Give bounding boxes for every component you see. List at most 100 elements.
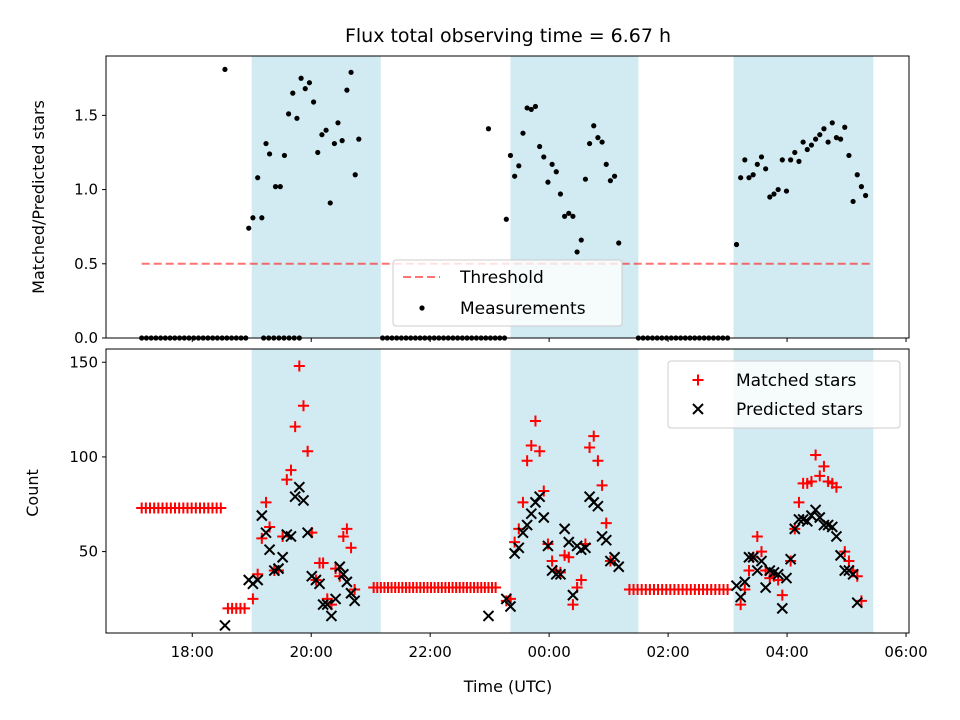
matched-star-point (542, 538, 554, 550)
matched-star-point (529, 415, 541, 427)
predicted-star-point (533, 490, 546, 503)
measurement-point (858, 184, 865, 190)
predicted-star-point (325, 610, 338, 622)
predicted-star-point (563, 536, 575, 548)
measurement-point (323, 127, 329, 133)
matched-star-point (538, 485, 550, 497)
measurement-point (545, 179, 551, 185)
matched-star-point (281, 474, 293, 486)
measurement-point (310, 99, 317, 105)
ratio-panel: 0.0 0.5 1.0 1.5 Threshold Measurements (74, 55, 910, 347)
measurement-point (557, 191, 564, 197)
measurement-point (792, 149, 798, 156)
measurement-point (566, 210, 572, 216)
predicted-star-point (317, 598, 329, 611)
predicted-star-point (839, 564, 851, 577)
predicted-star-point (301, 526, 314, 539)
predicted-star-point (743, 551, 755, 563)
predicted-star-point (851, 596, 863, 609)
matched-star-point (600, 517, 612, 529)
measurement-point (562, 213, 568, 219)
matched-star-point (810, 449, 822, 461)
matched-star-point (584, 441, 596, 453)
top-y-tick-label: 1.5 (74, 106, 98, 124)
measurement-point (277, 184, 283, 190)
matched-star-point (334, 570, 346, 582)
measurement-point (255, 175, 261, 181)
matched-star-point (785, 555, 797, 567)
predicted-star-point (809, 504, 822, 516)
predicted-star-point (772, 568, 784, 581)
matched-star-point (567, 599, 579, 611)
matched-star-point (260, 496, 272, 508)
matched-star-point (490, 582, 502, 594)
top-observing-window (733, 56, 874, 338)
legend-measurement-swatch (419, 305, 425, 311)
matched-star-point (776, 589, 788, 601)
predicted-star-point (251, 574, 264, 586)
matched-star-point (247, 593, 259, 605)
measurement-point (272, 184, 279, 190)
measurement-point (754, 161, 760, 167)
predicted-star-point (780, 572, 793, 584)
predicted-star-point (529, 496, 542, 509)
top-legend-box (392, 259, 623, 327)
matched-star-point (264, 521, 276, 533)
predicted-star-point (482, 610, 495, 622)
measurement-point (302, 86, 308, 92)
measurement-point (294, 115, 300, 121)
measurement-point (800, 139, 806, 145)
predicted-star-point (500, 593, 513, 605)
measurement-point (344, 87, 350, 93)
predicted-star-point (521, 519, 533, 531)
predicted-star-point (542, 540, 554, 552)
predicted-star-point (313, 578, 326, 590)
bottom-y-axis-label: Count (23, 469, 42, 517)
chart-title: Flux total observing time = 6.67 h (345, 25, 671, 47)
bottom-observing-window (510, 349, 639, 633)
measurement-point (821, 126, 827, 132)
predicted-star-point (847, 568, 859, 581)
measurement-point (796, 158, 802, 164)
measurement-point (804, 146, 810, 153)
predicted-star-point (592, 500, 604, 512)
predicted-star-point (276, 551, 289, 563)
predicted-star-point (504, 600, 517, 613)
measurement-point (319, 132, 325, 138)
matched-star-point (735, 599, 747, 611)
matched-star-point (521, 455, 533, 467)
measurement-point (327, 200, 333, 206)
x-axis-label: Time (UTC) (463, 677, 552, 696)
bottom-axes-frame (105, 348, 910, 634)
predicted-star-point (321, 598, 333, 611)
measurement-point (846, 152, 852, 159)
predicted-star-point (219, 619, 231, 632)
predicted-star-point (805, 509, 818, 522)
matched-star-point (755, 546, 767, 558)
bottom-y-tick-label: 150 (69, 353, 98, 371)
matched-star-point (751, 530, 763, 542)
matched-star-point (814, 470, 826, 482)
measurement-point (524, 105, 530, 111)
predicted-star-point (550, 568, 562, 581)
predicted-star-point (734, 591, 747, 603)
count-panel: 18:00 20:00 22:00 00:00 02:00 04:00 06:00 50 100… (69, 348, 928, 661)
x-tick-label: 04:00 (765, 643, 808, 661)
predicted-star-point (513, 542, 525, 554)
legend-matched-swatch (692, 374, 704, 386)
matched-star-point (525, 440, 537, 452)
measurement-point (250, 215, 256, 221)
measurement-point (586, 140, 593, 147)
measurement-point (607, 178, 614, 184)
measurement-point (591, 123, 597, 129)
top-y-axis-label: Matched/Predicted stars (29, 100, 48, 294)
measurement-point (578, 237, 584, 243)
predicted-star-point (730, 579, 743, 592)
x-tick-label: 20:00 (290, 643, 333, 661)
predicted-star-point (834, 549, 847, 562)
measurement-point (767, 194, 773, 200)
predicted-star-point (538, 511, 550, 524)
matched-star-point (293, 360, 305, 372)
measurement-point (808, 142, 815, 148)
measurement-point (570, 213, 576, 219)
